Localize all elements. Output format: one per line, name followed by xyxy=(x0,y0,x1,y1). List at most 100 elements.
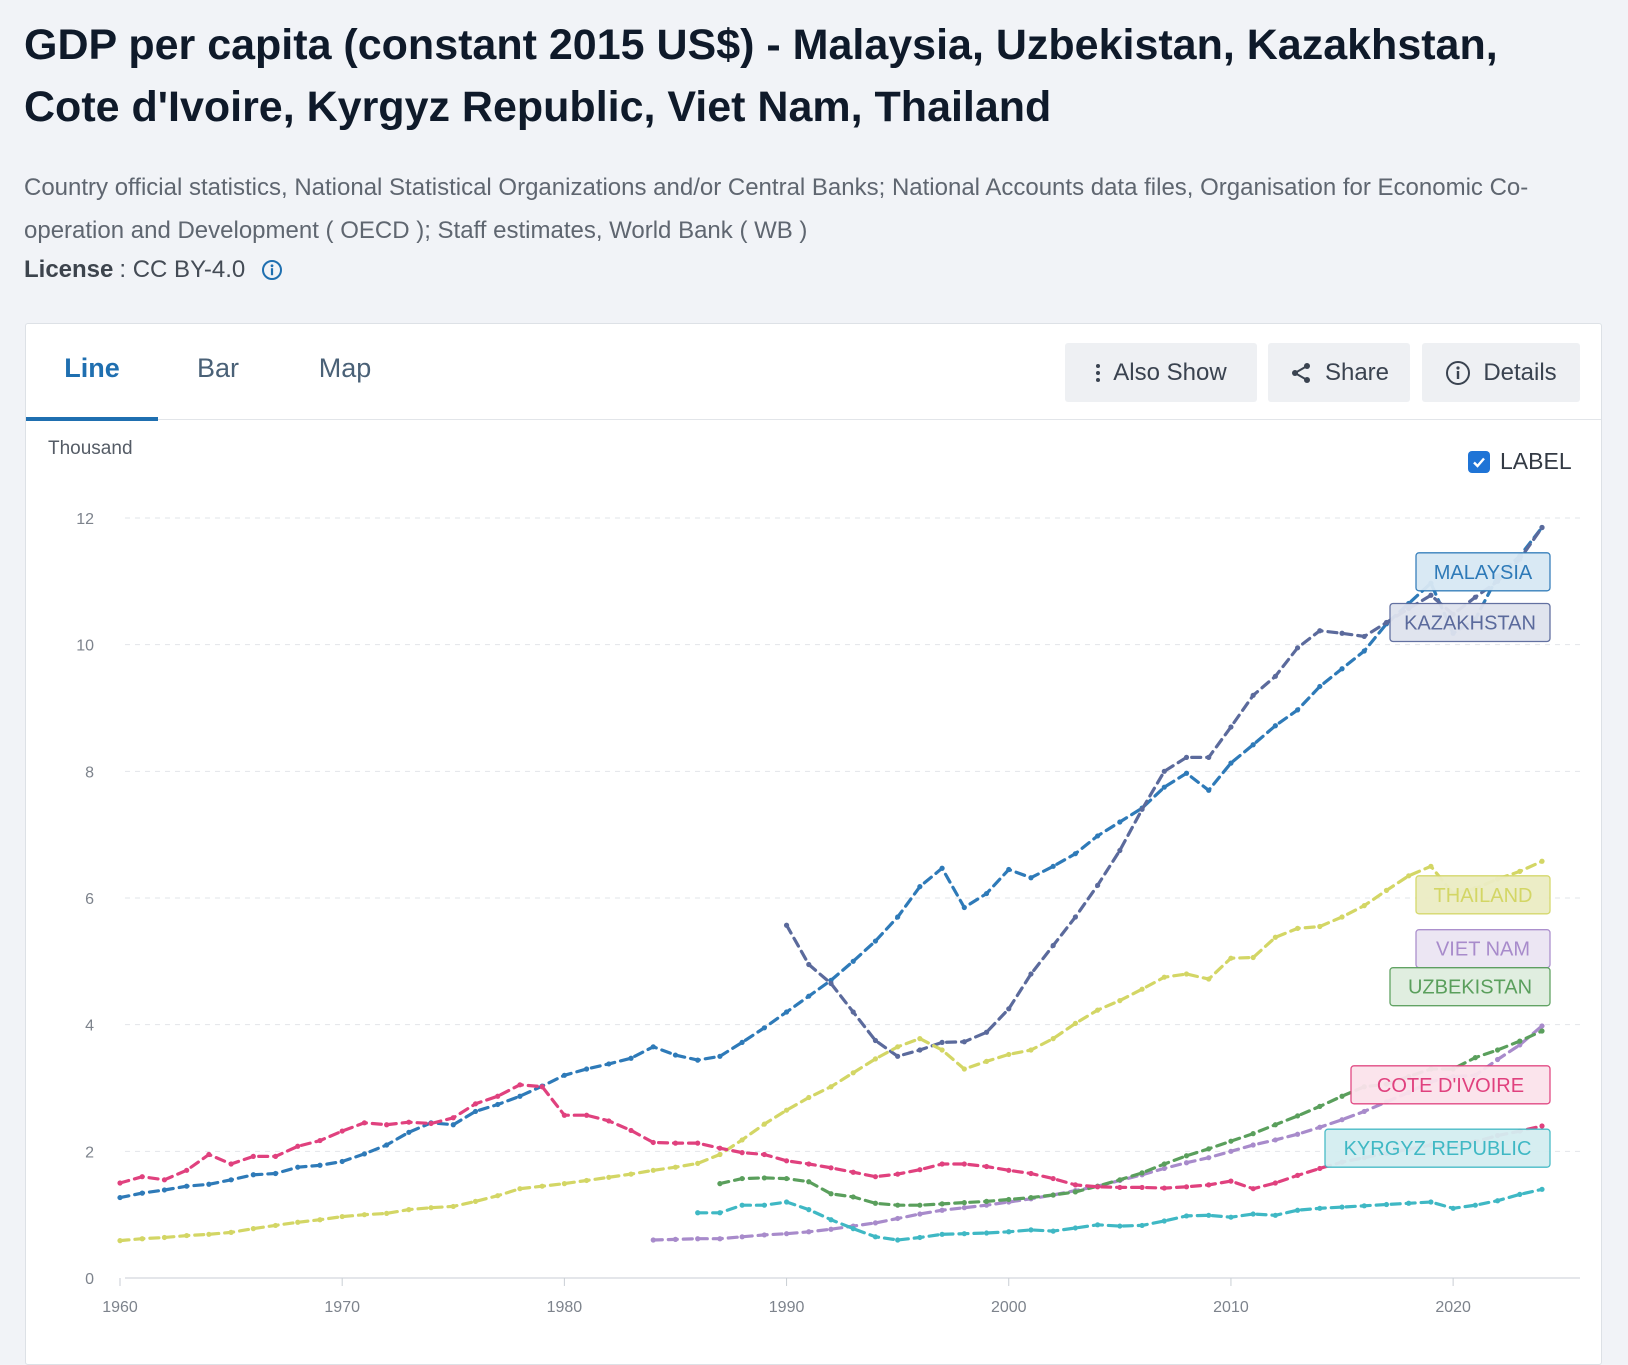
data-point xyxy=(139,1174,145,1180)
data-point xyxy=(828,1165,834,1171)
label-checkbox[interactable] xyxy=(1468,450,1490,473)
data-point xyxy=(828,1226,834,1232)
info-icon[interactable] xyxy=(261,259,283,281)
data-point xyxy=(1517,1191,1523,1197)
data-point xyxy=(895,1215,901,1222)
data-point xyxy=(1050,1175,1056,1182)
data-point xyxy=(1228,1214,1234,1220)
source-note: Country official statistics, National St… xyxy=(24,174,1529,244)
data-point xyxy=(1517,1042,1523,1048)
data-point xyxy=(1539,858,1545,864)
tab-line[interactable]: Line xyxy=(26,324,158,421)
share-icon xyxy=(1291,362,1310,383)
data-point xyxy=(806,993,812,999)
data-point xyxy=(1139,1170,1145,1176)
data-point xyxy=(1050,1228,1056,1234)
license: License : CC BY-4.0 xyxy=(24,256,283,284)
data-point xyxy=(1539,524,1545,531)
data-point xyxy=(1183,770,1190,776)
data-point xyxy=(206,1231,212,1237)
y-tick-label: 10 xyxy=(76,638,94,655)
data-point xyxy=(384,1210,390,1216)
data-point xyxy=(961,1039,967,1045)
series-line-0 xyxy=(118,525,1544,1200)
data-point xyxy=(1117,998,1123,1004)
data-point xyxy=(1250,954,1256,961)
data-point xyxy=(1206,1212,1212,1218)
share-button[interactable]: Share xyxy=(1268,343,1410,402)
data-point xyxy=(384,1122,390,1128)
details-button[interactable]: Details xyxy=(1422,343,1580,402)
data-point xyxy=(1139,1184,1145,1191)
data-point xyxy=(1294,1172,1301,1178)
data-point xyxy=(1361,1108,1367,1115)
data-point xyxy=(161,1234,168,1241)
data-point xyxy=(1095,1184,1101,1190)
data-point xyxy=(272,1222,279,1229)
x-tick-label: 2020 xyxy=(1435,1299,1471,1316)
data-point xyxy=(384,1142,390,1148)
data-point xyxy=(1361,648,1367,654)
data-point xyxy=(1117,847,1123,854)
data-point xyxy=(1428,592,1434,598)
data-point xyxy=(761,1175,767,1181)
series-label-box xyxy=(1324,1128,1551,1168)
data-point xyxy=(517,1082,523,1088)
data-point xyxy=(1139,806,1145,812)
data-point xyxy=(872,1234,879,1240)
data-point xyxy=(606,1118,612,1124)
data-point xyxy=(1206,787,1212,793)
data-point xyxy=(739,1234,745,1240)
data-point xyxy=(228,1229,234,1235)
data-point xyxy=(117,1238,123,1244)
data-point xyxy=(806,1094,812,1101)
data-point xyxy=(1317,628,1323,634)
data-point xyxy=(1339,1093,1345,1099)
data-point xyxy=(1294,707,1301,713)
data-point xyxy=(739,1175,745,1182)
data-point xyxy=(1095,1007,1101,1013)
data-point xyxy=(872,1174,879,1180)
data-point xyxy=(872,1037,879,1044)
data-point xyxy=(1317,683,1323,690)
license-value: : CC BY-4.0 xyxy=(119,256,246,283)
data-point xyxy=(828,1084,834,1090)
data-point xyxy=(872,1056,879,1062)
data-point xyxy=(739,1150,745,1156)
data-point xyxy=(1006,1006,1012,1012)
data-point xyxy=(761,1025,767,1031)
data-point xyxy=(317,1162,323,1168)
data-point xyxy=(583,1177,590,1184)
data-point xyxy=(139,1190,145,1196)
data-point xyxy=(495,1093,501,1099)
series-label: KAZAKHSTAN xyxy=(1404,613,1536,635)
data-point xyxy=(184,1183,190,1189)
data-point xyxy=(895,1171,901,1177)
label-toggle[interactable]: LABEL xyxy=(1468,448,1572,475)
data-point xyxy=(1228,1178,1234,1184)
data-point xyxy=(1183,1153,1190,1159)
data-point xyxy=(1050,863,1056,869)
data-point xyxy=(472,1101,479,1107)
series-label-box xyxy=(1415,875,1551,915)
data-point xyxy=(650,1139,656,1146)
data-point xyxy=(1517,868,1523,875)
data-point xyxy=(1072,1189,1079,1195)
tab-bar[interactable]: Bar xyxy=(196,353,240,383)
check-icon xyxy=(1473,457,1485,468)
data-point xyxy=(961,1200,967,1206)
data-point xyxy=(139,1236,145,1242)
tab-map[interactable]: Map xyxy=(318,353,372,383)
data-point xyxy=(406,1207,412,1213)
data-point xyxy=(1250,1131,1256,1137)
data-point xyxy=(983,1058,990,1064)
data-point xyxy=(1406,873,1412,879)
data-point xyxy=(695,1140,701,1146)
data-point xyxy=(917,1036,923,1042)
data-point xyxy=(1250,692,1256,698)
data-point xyxy=(1183,1184,1190,1190)
data-point xyxy=(1228,1138,1234,1144)
data-point xyxy=(761,1121,767,1127)
data-point xyxy=(1339,914,1345,920)
also-show-button[interactable]: Also Show xyxy=(1065,343,1257,402)
